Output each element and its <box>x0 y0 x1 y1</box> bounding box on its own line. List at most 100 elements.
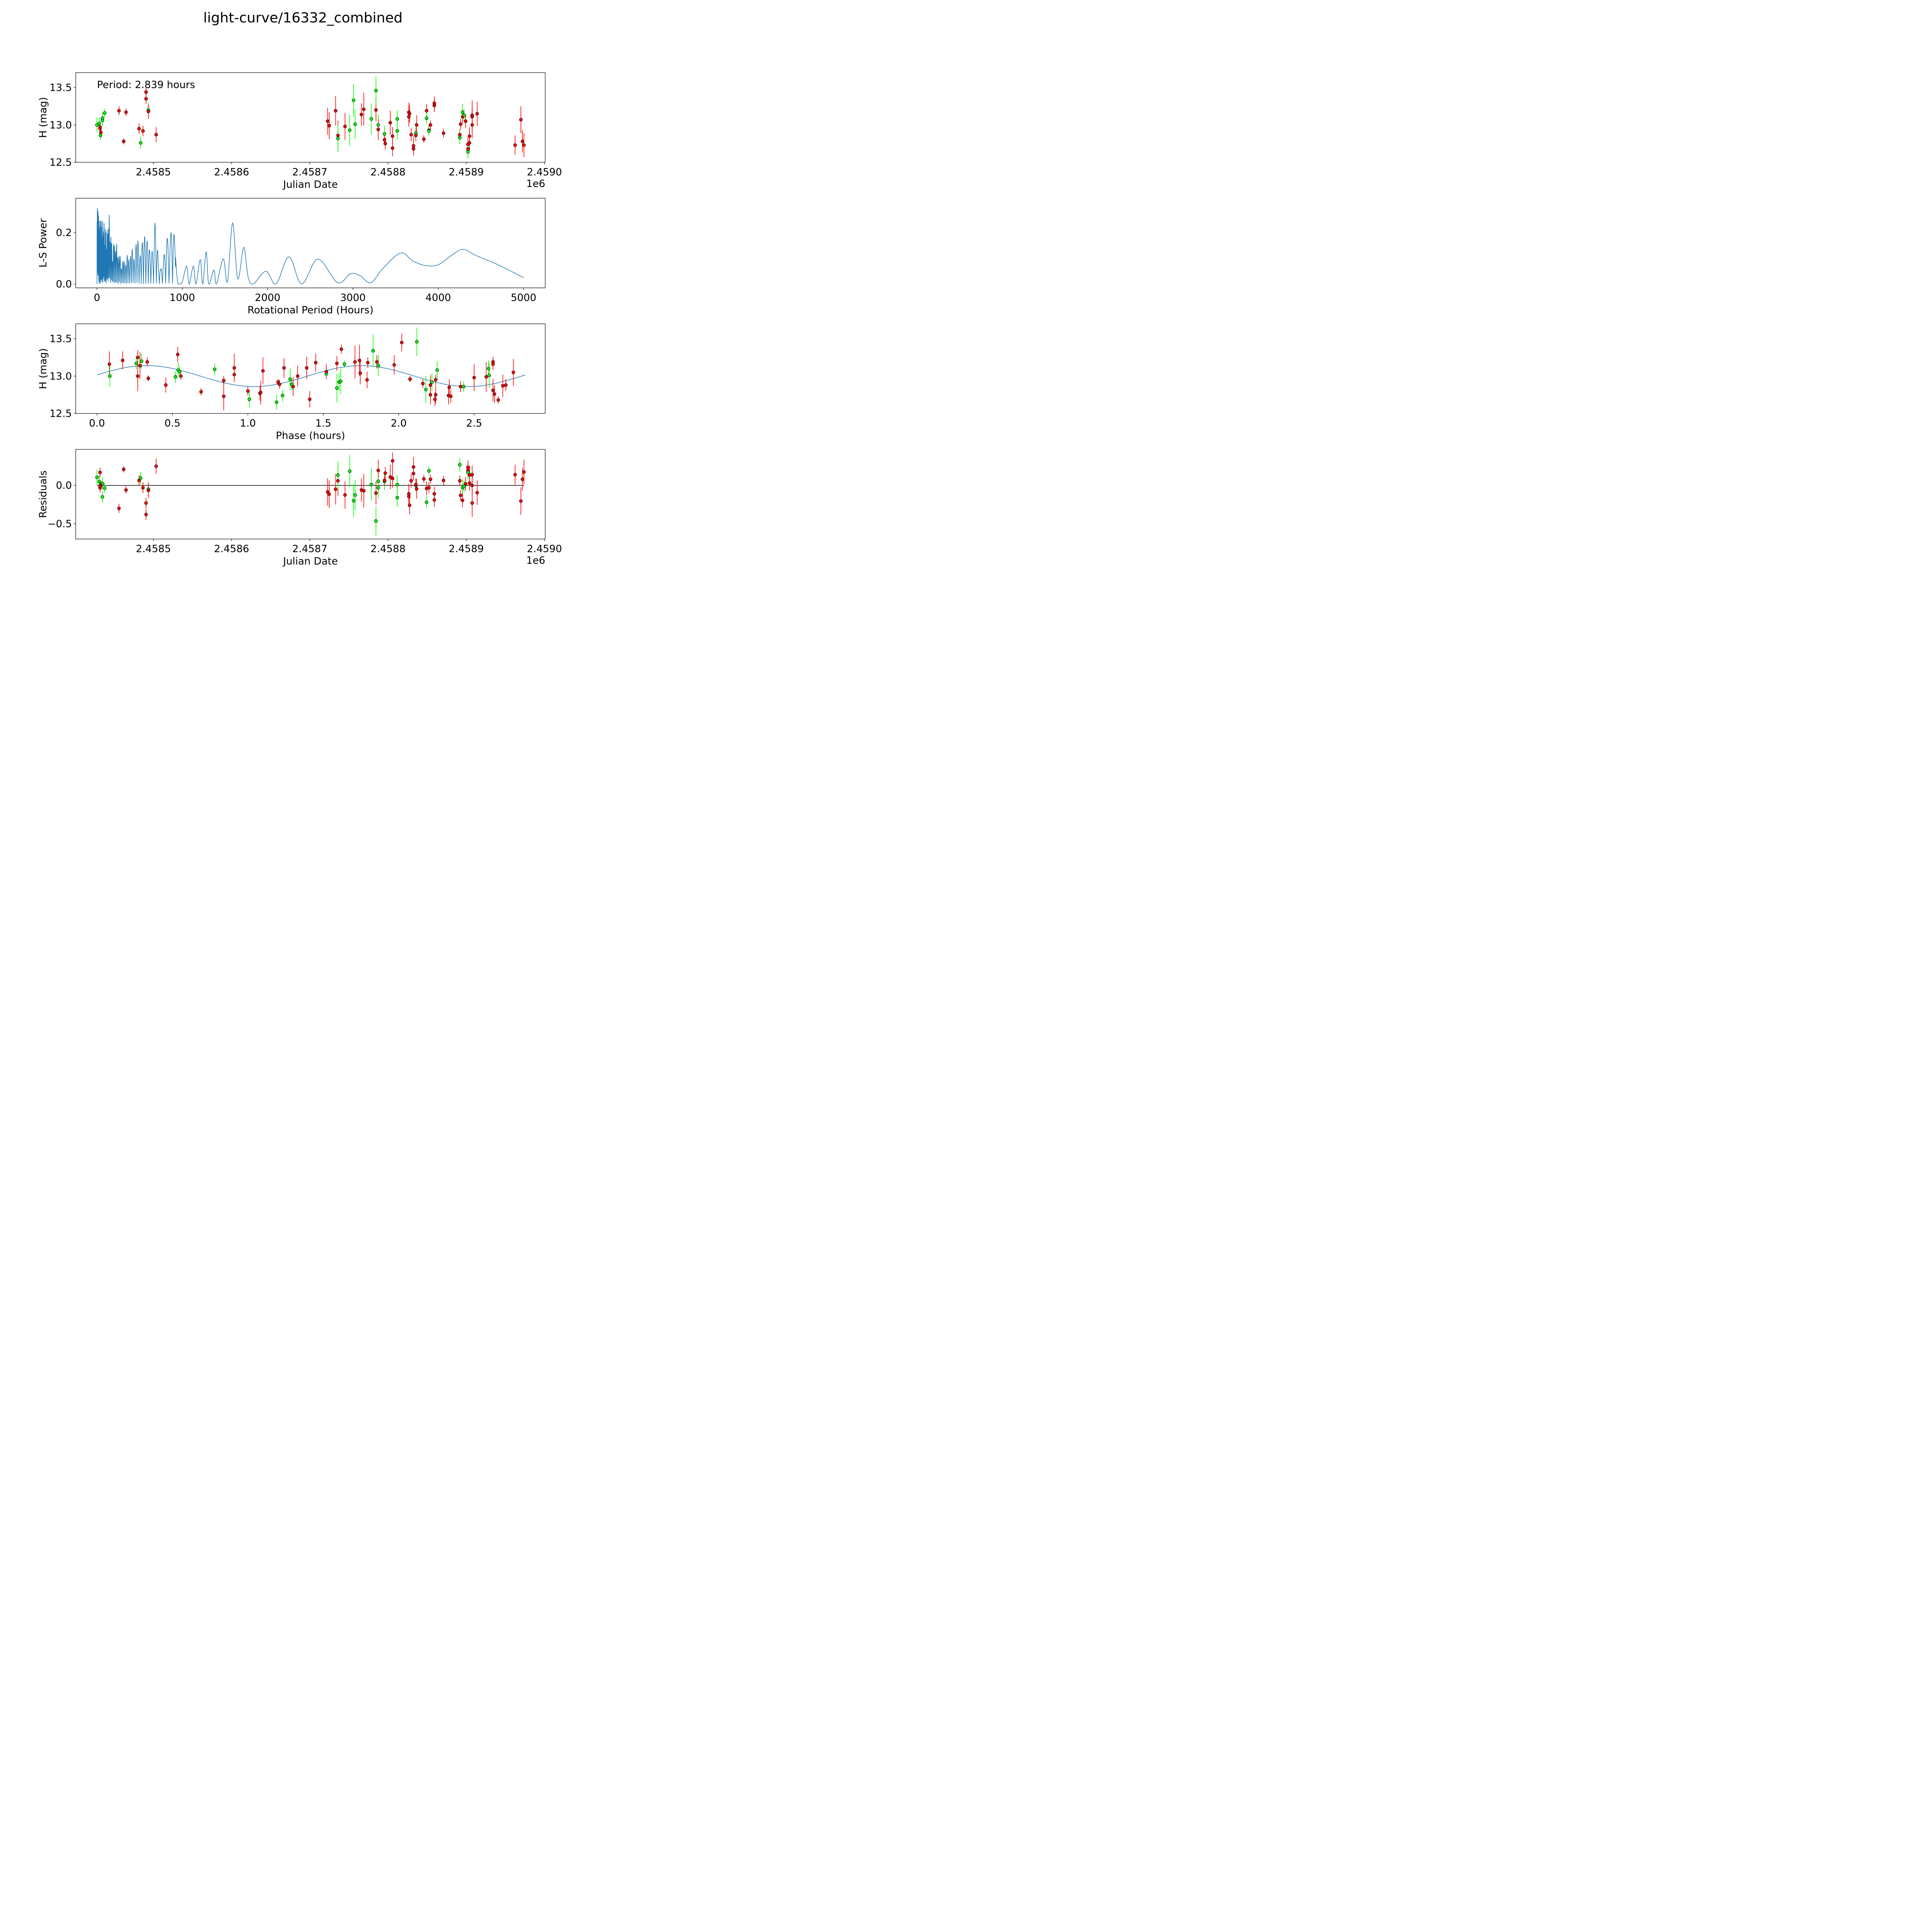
data-point-red <box>466 147 470 151</box>
data-point-red <box>461 498 464 502</box>
data-point-red <box>164 383 168 387</box>
data-point-red <box>374 108 378 112</box>
x-tick-label: 2.4587 <box>292 167 327 178</box>
data-point-red <box>314 361 318 365</box>
data-point-red <box>232 366 236 370</box>
data-point-red <box>429 477 432 481</box>
data-point-red <box>425 109 429 113</box>
data-point-red <box>336 479 340 483</box>
x-tick-label: 1.5 <box>315 418 331 429</box>
data-point-red <box>415 487 418 491</box>
data-point-green <box>247 397 251 401</box>
data-point-red <box>470 501 474 505</box>
x-tick-label: 2.4587 <box>292 543 327 555</box>
plot-area <box>95 452 526 536</box>
x-tick-label: 3000 <box>340 292 366 304</box>
x-tick-label: 1000 <box>170 292 195 304</box>
data-point-green <box>427 469 431 473</box>
data-point-red <box>412 471 415 475</box>
data-point-red <box>144 97 148 101</box>
y-axis-label: L-S Power <box>37 218 49 267</box>
data-point-red <box>144 501 148 505</box>
data-point-green <box>371 349 375 353</box>
x-axis-label: Julian Date <box>282 556 338 567</box>
figure-background <box>0 0 603 603</box>
data-point-red <box>336 133 340 137</box>
data-point-red <box>145 360 149 364</box>
data-point-red <box>388 121 392 125</box>
data-point-green <box>100 116 104 120</box>
data-point-red <box>414 133 418 137</box>
data-point-red <box>124 488 128 492</box>
data-point-red <box>136 374 139 378</box>
data-point-green <box>458 136 462 139</box>
data-point-green <box>462 384 466 388</box>
model-fit-curve <box>97 365 526 387</box>
data-point-red <box>144 513 148 517</box>
data-point-green <box>374 88 378 92</box>
data-point-red <box>391 146 395 150</box>
data-point-red <box>141 129 145 133</box>
data-point-green <box>139 359 143 363</box>
data-point-red <box>468 481 471 485</box>
data-point-green <box>275 400 279 404</box>
data-point-green <box>458 463 462 467</box>
data-point-green <box>376 364 380 367</box>
data-point-red <box>442 131 446 135</box>
x-tick-label: 2.4589 <box>449 543 484 555</box>
data-point-red <box>376 128 380 131</box>
data-point-red <box>107 362 111 366</box>
figure-title: light-curve/16332_combined <box>203 10 403 26</box>
data-point-red <box>117 109 121 113</box>
data-point-red <box>261 369 265 373</box>
data-point-red <box>335 361 339 365</box>
data-point-red <box>458 133 462 136</box>
y-tick-label: 12.5 <box>49 157 72 168</box>
data-point-green <box>108 374 112 378</box>
data-point-red <box>98 470 102 474</box>
data-point-green <box>376 479 380 483</box>
data-point-red <box>365 378 369 382</box>
data-point-green <box>97 480 101 483</box>
data-point-red <box>334 109 338 113</box>
data-point-red <box>414 483 418 486</box>
x-axis-label: Phase (hours) <box>276 430 345 442</box>
data-point-red <box>179 374 183 378</box>
x-offset-text: 1e6 <box>526 555 545 566</box>
data-point-red <box>327 124 331 128</box>
x-tick-label: 2.4588 <box>371 543 406 555</box>
data-point-red <box>222 379 226 383</box>
data-point-red <box>383 471 387 475</box>
data-point-red <box>326 119 330 123</box>
data-point-red <box>484 375 488 379</box>
data-point-green <box>342 362 346 366</box>
data-point-green <box>336 473 340 477</box>
data-point-red <box>374 491 378 495</box>
data-point-red <box>353 360 357 364</box>
data-point-red <box>232 372 236 376</box>
data-point-green <box>335 386 339 390</box>
data-point-green <box>395 117 399 121</box>
data-point-green <box>173 375 177 379</box>
data-point-red <box>422 137 426 141</box>
data-point-red <box>121 359 124 362</box>
data-point-green <box>348 128 352 132</box>
data-point-red <box>383 142 387 146</box>
data-point-red <box>459 493 463 497</box>
data-point-red <box>391 459 395 463</box>
data-point-green <box>100 495 104 499</box>
data-point-red <box>146 488 150 492</box>
data-point-red <box>470 483 474 487</box>
data-point-red <box>137 127 141 131</box>
data-point-green <box>139 476 143 480</box>
data-point-red <box>472 376 476 379</box>
data-point-green <box>395 129 399 133</box>
data-point-green <box>395 483 399 486</box>
data-point-red <box>154 464 158 468</box>
data-point-red <box>464 482 468 486</box>
x-tick-label: 2.4586 <box>214 543 249 555</box>
data-point-red <box>383 478 386 482</box>
data-point-red <box>434 378 438 382</box>
data-point-red <box>409 479 413 483</box>
data-point-red <box>468 141 471 145</box>
